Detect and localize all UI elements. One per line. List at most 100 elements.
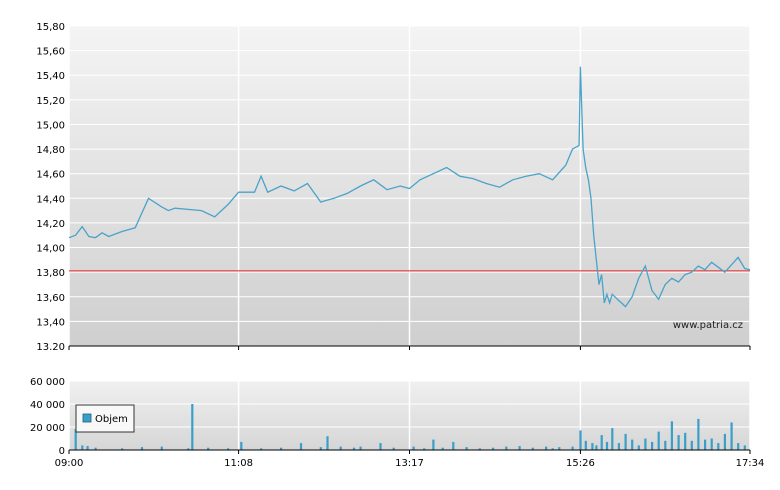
volume-bar [684,432,687,451]
volume-bar [74,429,77,450]
volume-bar [624,433,627,450]
x-tick-label: 17:34 [736,458,765,469]
price-grid [68,25,751,347]
volume-bar [697,418,700,450]
volume-bar [651,441,654,450]
price-y-axis: 15,80 15,60 15,40 15,20 15,00 14,80 14,60 14,40… [36,22,65,353]
x-tick-label: 15:26 [566,458,595,469]
price-y-tick-label: 15,80 [36,22,65,33]
volume-bar [723,433,726,450]
price-y-tick-label: 13,40 [36,317,65,328]
volume-bar [81,445,84,450]
price-y-tick-label: 15,20 [36,96,65,107]
volume-bar [319,447,322,450]
volume-bar [584,440,587,450]
volume-bar [518,446,521,450]
price-y-tick-label: 15,40 [36,71,65,82]
volume-bar [531,447,534,450]
volume-bar [339,446,342,450]
volume-bar [140,447,144,450]
volume-bar [644,438,647,450]
volume-bar [260,448,263,450]
price-x-ticks [68,346,751,350]
volume-bar [737,443,740,450]
volume-bar [551,448,554,450]
volume-y-tick-label: 40 000 [30,400,65,411]
volume-y-tick-label: 60 000 [30,377,65,388]
volume-bar [664,440,667,450]
price-y-tick-label: 13.20 [36,342,65,353]
volume-bar [86,446,89,450]
volume-bar [743,445,746,450]
volume-bar [94,447,97,450]
volume-bar [207,447,210,450]
volume-bar [392,447,395,450]
volume-bar [452,441,455,450]
price-y-tick-label: 14,20 [36,219,65,230]
volume-bar [359,446,362,450]
volume-bar [432,439,435,450]
volume-bar [379,443,382,450]
volume-bar [677,435,680,450]
volume-bar [326,436,329,450]
price-y-tick-label: 14,00 [36,244,65,255]
volume-y-tick-label: 0 [59,446,65,457]
price-series-line [68,66,751,308]
volume-bar [605,441,609,450]
price-y-tick-label: 15,00 [36,120,65,131]
volume-bar [579,430,582,450]
volume-panel: 60 000 40 000 20 000 0 09:00 11:08 13:17 15:26… [30,377,764,469]
volume-y-tick-label: 20 000 [30,423,65,434]
volume-x-axis: 09:00 11:08 13:17 15:26 17:34 [55,450,765,469]
volume-bar [730,422,733,450]
x-tick-label: 13:17 [395,458,424,469]
volume-bar [441,447,444,450]
volume-bar [637,445,640,450]
volume-bar [617,443,620,450]
price-y-tick-label: 14,40 [36,194,65,205]
volume-bar [121,448,124,450]
watermark: www.patria.cz [673,320,743,331]
legend-swatch [82,413,92,423]
volume-bar [717,443,720,450]
legend-label: Objem [95,414,128,425]
volume-bar [352,447,356,450]
price-y-tick-label: 13,60 [36,293,65,304]
price-y-tick-label: 14,80 [36,145,65,156]
volume-bar [492,447,495,450]
volume-bar [670,421,673,451]
volume-bar [160,446,163,450]
volume-bar [591,443,594,450]
volume-bar [690,440,693,450]
volume-bar [465,447,468,450]
volume-bar [704,439,707,450]
volume-bar [240,441,243,450]
price-y-tick-label: 15,60 [36,47,65,58]
volume-bar [611,428,614,450]
volume-bar [227,448,230,450]
volume-bar [571,446,574,450]
volume-bar [478,448,481,450]
x-tick-label: 11:08 [224,458,253,469]
volume-bar [423,448,426,450]
volume-bars [74,404,746,451]
x-tick-label: 09:00 [55,458,84,469]
volume-bar [657,431,660,450]
volume-bar [558,447,561,450]
price-y-tick-label: 13,80 [36,268,65,279]
volume-y-axis: 60 000 40 000 20 000 0 [30,377,65,457]
volume-bar [412,446,415,450]
volume-bar [299,443,303,450]
volume-bar [710,438,713,450]
volume-bar [600,435,603,450]
volume-bar [187,448,190,450]
volume-bar [545,446,548,450]
volume-bar [595,445,598,450]
volume-bar [280,447,283,450]
price-y-tick-label: 14,60 [36,170,65,181]
volume-bar [505,446,508,450]
volume-legend: Objem [75,404,135,433]
volume-bar [631,439,634,450]
price-panel: 15,80 15,60 15,40 15,20 15,00 14,80 14,60 14,40… [36,22,751,353]
